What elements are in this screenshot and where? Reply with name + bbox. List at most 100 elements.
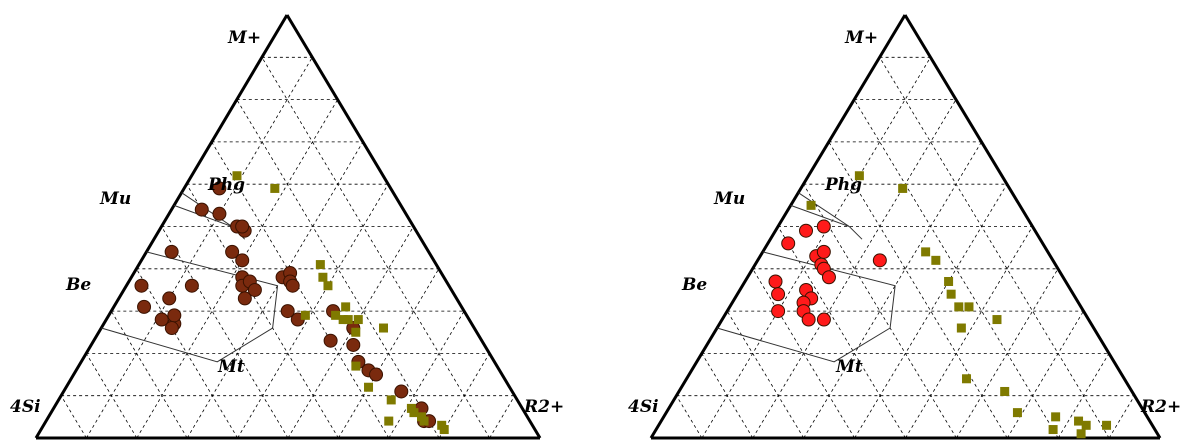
field-label-mu: Mu bbox=[713, 189, 745, 209]
data-point-circle bbox=[225, 244, 240, 259]
data-point-square bbox=[351, 361, 361, 371]
data-point-circle bbox=[212, 206, 227, 221]
triangle-edge-left bbox=[649, 14, 907, 439]
data-point-square bbox=[1012, 408, 1022, 418]
grid-line bbox=[489, 395, 516, 439]
ternary-plot-left: M+ 4Si R2+ Mu Phg Be Mt bbox=[10, 14, 564, 440]
data-point-square bbox=[964, 302, 974, 312]
data-point-square bbox=[379, 323, 388, 333]
data-point-circle bbox=[237, 291, 252, 306]
grid-line bbox=[1057, 353, 1110, 439]
data-point-square bbox=[1051, 412, 1061, 422]
data-point-square bbox=[1102, 420, 1112, 430]
grid-line bbox=[161, 226, 289, 439]
grid-line bbox=[438, 353, 490, 439]
data-point-circle bbox=[167, 308, 182, 323]
grid-line bbox=[60, 395, 87, 439]
vertex-label-top: M+ bbox=[844, 28, 878, 48]
data-point-square bbox=[806, 200, 816, 210]
grid-line bbox=[701, 57, 931, 439]
data-point-circle bbox=[816, 219, 831, 234]
data-point-square bbox=[351, 327, 361, 337]
data-point-circle bbox=[137, 299, 152, 314]
data-point-circle bbox=[235, 253, 250, 268]
data-point-square bbox=[921, 247, 931, 257]
data-point-square bbox=[962, 374, 972, 384]
grid-line bbox=[85, 353, 138, 439]
data-point-square bbox=[944, 276, 954, 286]
grid-line bbox=[879, 57, 1110, 439]
field-label-phg: Phg bbox=[824, 175, 862, 195]
data-point-circle bbox=[801, 312, 816, 327]
field-outline-be-mt bbox=[716, 251, 896, 363]
data-point-square bbox=[364, 382, 374, 392]
data-point-circle bbox=[816, 244, 831, 259]
data-point-square bbox=[854, 171, 864, 181]
data-point-circle bbox=[781, 236, 796, 251]
data-point-square bbox=[437, 420, 447, 430]
data-point-circle bbox=[771, 304, 786, 319]
data-point-square bbox=[343, 315, 353, 325]
data-point-circle bbox=[247, 282, 262, 297]
grid-line bbox=[828, 141, 1008, 439]
data-point-circle bbox=[394, 384, 409, 399]
ternary-plot-right: M+ 4Si R2+ Mu Phg Be Mt bbox=[628, 14, 1181, 440]
data-point-square bbox=[1081, 420, 1091, 430]
data-point-square bbox=[331, 310, 341, 320]
data-point-square bbox=[898, 183, 908, 193]
data-point-square bbox=[406, 403, 416, 413]
vertex-label-right: R2+ bbox=[523, 397, 564, 417]
grid-line bbox=[1006, 310, 1084, 439]
data-point-square bbox=[954, 302, 964, 312]
grid-line bbox=[338, 268, 440, 439]
data-point-square bbox=[386, 395, 396, 405]
data-point-circle bbox=[162, 291, 177, 306]
data-point-square bbox=[1048, 425, 1058, 435]
grid-line bbox=[956, 268, 1059, 439]
ternary-frame-right bbox=[649, 14, 1162, 440]
grid-line bbox=[777, 226, 906, 439]
ternary-grid-right bbox=[676, 56, 1135, 439]
grid-line bbox=[1108, 395, 1135, 439]
field-label-mu: Mu bbox=[99, 189, 131, 209]
data-points-right bbox=[768, 171, 1112, 439]
data-point-circle bbox=[323, 333, 338, 348]
data-point-circle bbox=[154, 312, 169, 327]
grid-line bbox=[905, 226, 1033, 439]
grid-line bbox=[726, 310, 805, 439]
data-point-circle bbox=[212, 181, 227, 196]
vertex-label-right: R2+ bbox=[1140, 397, 1181, 417]
data-point-circle bbox=[369, 367, 384, 382]
data-point-square bbox=[1074, 416, 1084, 426]
ternary-frame-left bbox=[34, 14, 542, 440]
grid-line bbox=[701, 353, 754, 439]
data-point-circle bbox=[816, 312, 831, 327]
field-label-mt: Mt bbox=[217, 357, 245, 377]
field-label-be: Be bbox=[681, 275, 707, 295]
mineral-field-outlines-right bbox=[716, 192, 896, 363]
data-point-circle bbox=[194, 202, 209, 217]
data-point-square bbox=[1076, 429, 1086, 439]
data-point-circle bbox=[280, 304, 295, 319]
data-point-circle bbox=[346, 337, 361, 352]
data-point-circle bbox=[799, 223, 813, 238]
data-point-square bbox=[300, 310, 310, 320]
grid-line bbox=[388, 310, 465, 439]
field-label-mt: Mt bbox=[835, 357, 863, 377]
grid-line bbox=[676, 395, 703, 439]
data-point-circle bbox=[164, 244, 179, 259]
data-point-square bbox=[270, 183, 280, 193]
data-point-square bbox=[232, 171, 242, 181]
data-point-circle bbox=[821, 270, 836, 285]
grid-line bbox=[110, 310, 188, 439]
data-point-circle bbox=[285, 278, 300, 293]
data-point-square bbox=[318, 272, 328, 282]
data-point-circle bbox=[134, 278, 149, 293]
data-point-square bbox=[992, 315, 1002, 325]
ternary-grid-left bbox=[60, 56, 516, 439]
vertex-label-left: 4Si bbox=[628, 397, 659, 417]
data-point-square bbox=[384, 416, 394, 426]
data-point-square bbox=[338, 315, 348, 325]
field-label-be: Be bbox=[65, 275, 91, 295]
